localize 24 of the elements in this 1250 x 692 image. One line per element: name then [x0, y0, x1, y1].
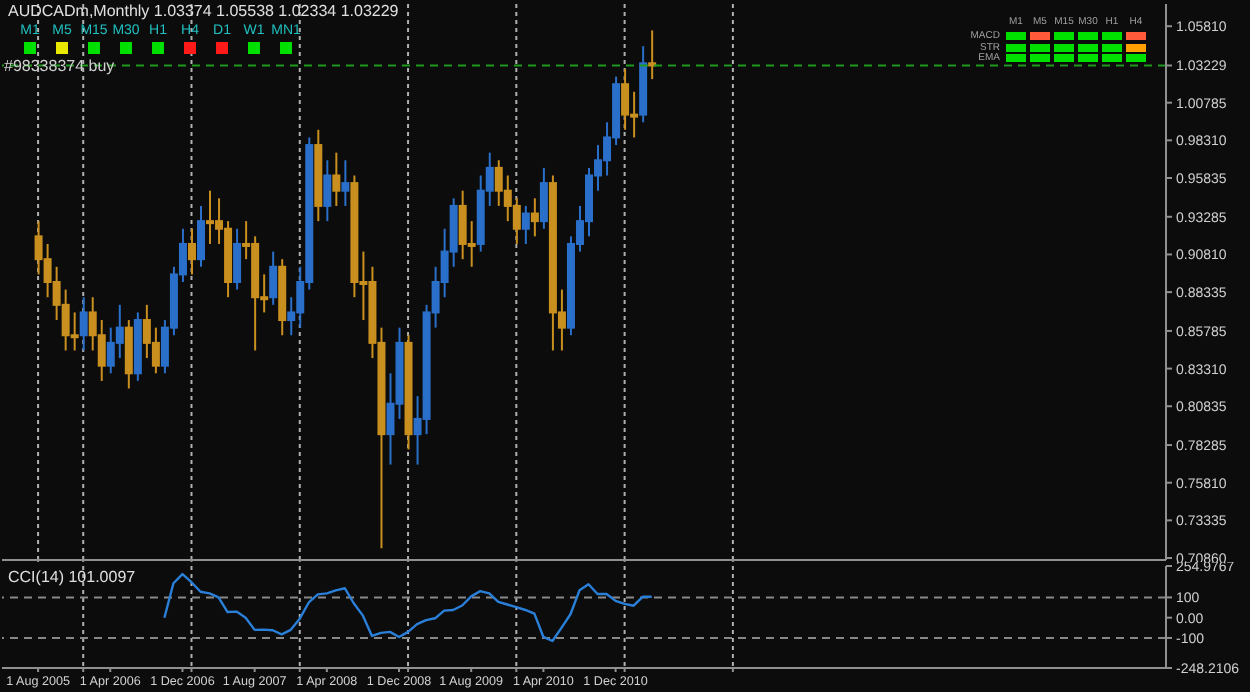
line-series: [163, 572, 653, 643]
candlestick: [206, 189, 215, 245]
candlestick: [648, 29, 657, 81]
candlestick: [323, 159, 332, 223]
candlestick: [539, 166, 548, 230]
candlestick: [269, 250, 278, 306]
candlestick: [124, 319, 133, 390]
candlestick: [621, 67, 630, 131]
candlestick: [151, 326, 160, 375]
ref-line-label: #98338374 buy: [4, 56, 115, 75]
candlestick: [79, 296, 88, 352]
candlestick: [332, 151, 341, 207]
candlestick: [70, 311, 79, 352]
candlestick: [187, 227, 196, 276]
candlestick: [197, 204, 205, 268]
candlestick: [341, 159, 350, 207]
chart-title: CCI(14) 101.0097: [8, 568, 136, 586]
candlestick: [521, 204, 530, 245]
candlestick: [512, 197, 521, 245]
chart-title: AUDCADm,Monthly 1.03374 1.05538 1.02334 1.03229: [8, 2, 399, 20]
candlestick: [97, 319, 106, 382]
candlestick: [530, 197, 539, 238]
candlestick: [115, 303, 124, 360]
candlestick: [233, 227, 242, 291]
